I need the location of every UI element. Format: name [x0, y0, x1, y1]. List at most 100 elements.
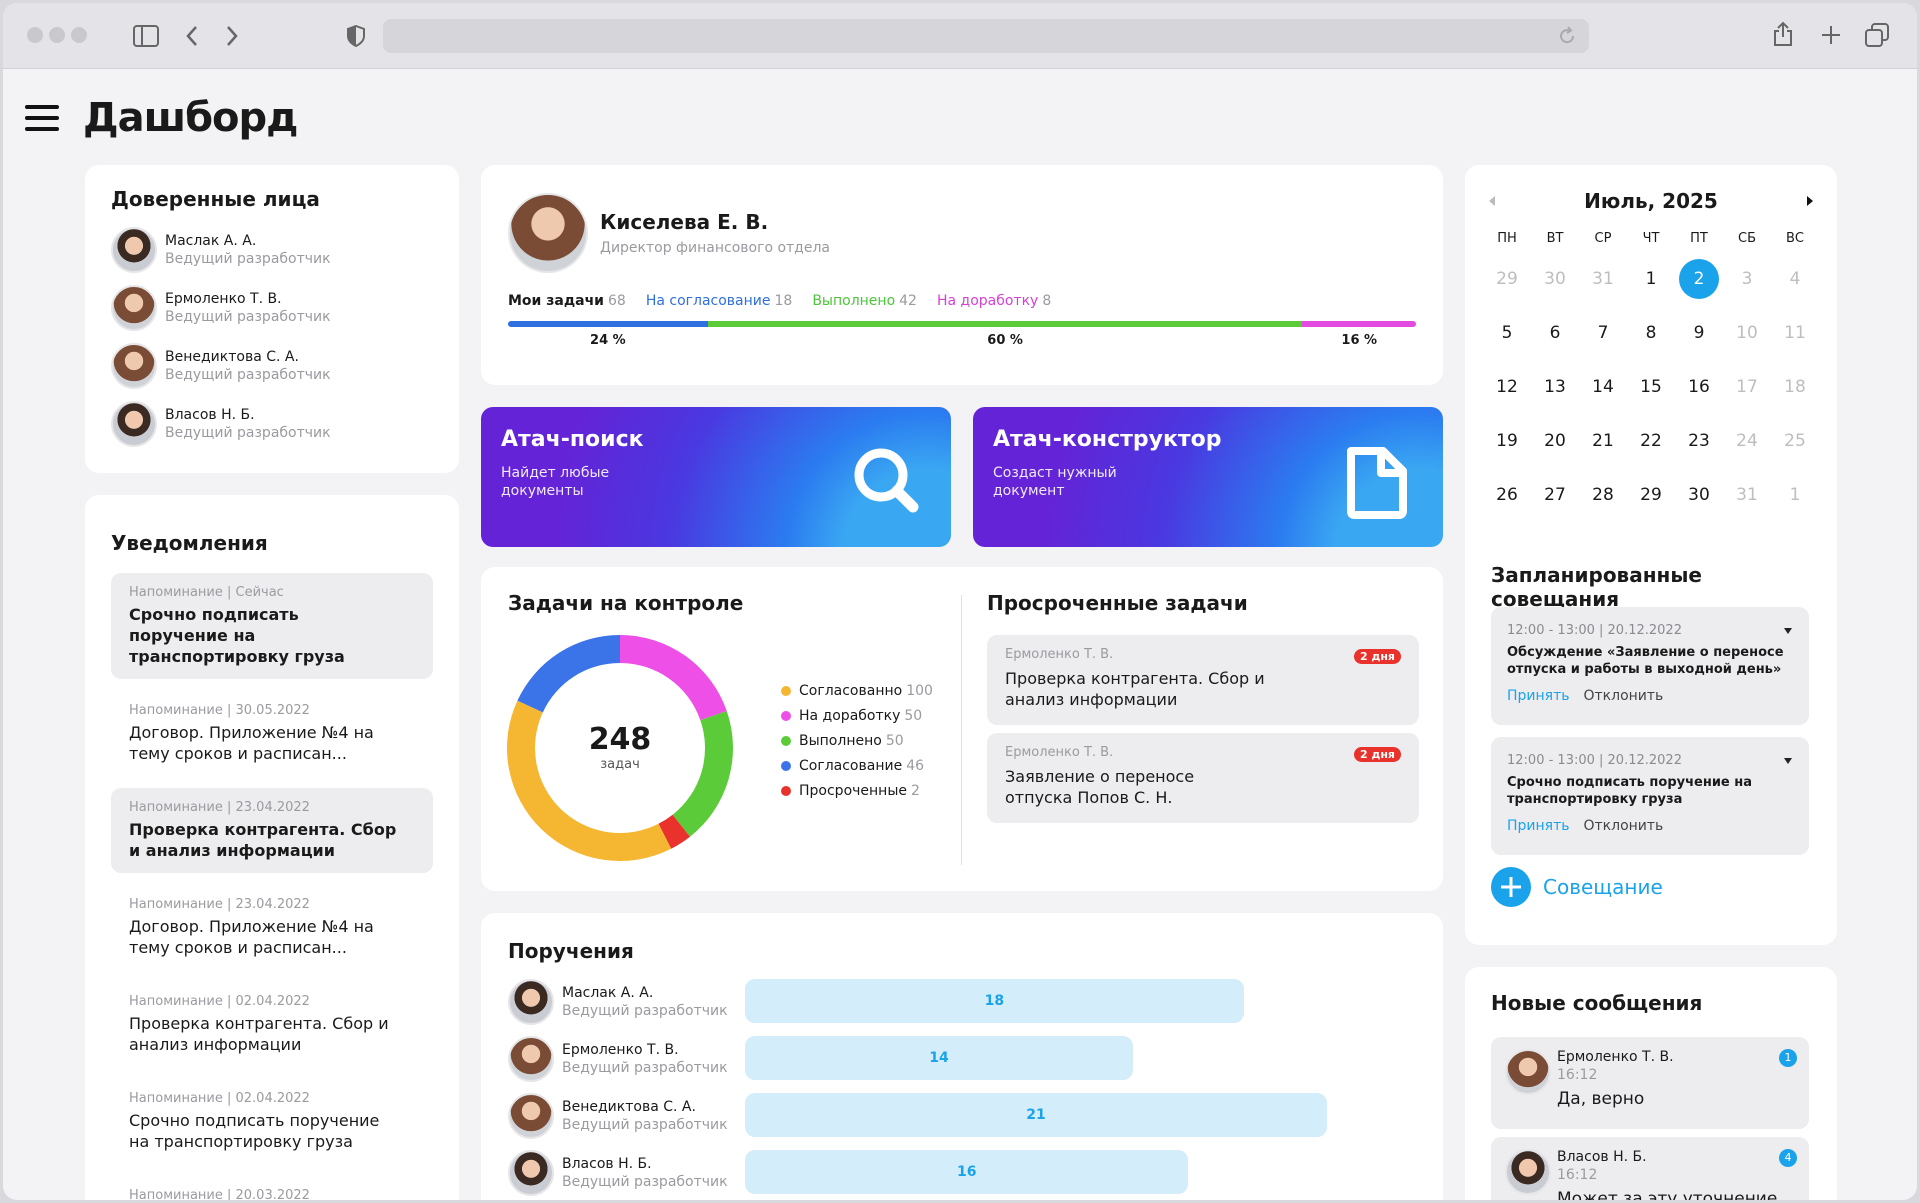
minimize-window-dot[interactable] — [49, 27, 65, 43]
notification-item[interactable]: Напоминание | 30.05.2022 Договор. Приложе… — [111, 691, 433, 776]
calendar-day[interactable]: 3 — [1723, 259, 1771, 299]
trusted-person[interactable]: Власов Н. Б. Ведущий разработчик — [111, 401, 433, 447]
order-row[interactable]: Власов Н. Б. Ведущий разработчик — [508, 1150, 728, 1196]
close-window-dot[interactable] — [27, 27, 43, 43]
calendar-day[interactable]: 11 — [1771, 313, 1819, 353]
calendar-day[interactable]: 21 — [1579, 421, 1627, 461]
new-tab-icon[interactable] — [1821, 25, 1841, 45]
calendar-day[interactable]: 14 — [1579, 367, 1627, 407]
day-number: 20 — [1544, 431, 1566, 451]
calendar-day[interactable]: 13 — [1531, 367, 1579, 407]
calendar-day[interactable]: 18 — [1771, 367, 1819, 407]
calendar-day[interactable]: 6 — [1531, 313, 1579, 353]
trusted-person[interactable]: Ермоленко Т. В. Ведущий разработчик — [111, 285, 433, 331]
notification-item[interactable]: Напоминание | 23.04.2022 Договор. Приложе… — [111, 885, 433, 970]
calendar-day[interactable]: 4 — [1771, 259, 1819, 299]
notification-meta: Напоминание | 23.04.2022 — [129, 897, 310, 912]
tabs-overview-icon[interactable] — [1865, 23, 1889, 47]
profile-role: Директор финансового отдела — [600, 240, 830, 256]
meeting-title: Срочно подписать поручение на транспорти… — [1507, 775, 1753, 807]
calendar-day[interactable]: 7 — [1579, 313, 1627, 353]
message-item[interactable]: Власов Н. Б. 16:12 Может за эту уточнение 4 — [1491, 1137, 1809, 1200]
stat-item[interactable]: Выполнено 42 — [812, 293, 917, 309]
order-row[interactable]: Венедиктова С. А. Ведущий разработчик — [508, 1093, 728, 1139]
calendar-day[interactable]: 25 — [1771, 421, 1819, 461]
calendar-day[interactable]: 8 — [1627, 313, 1675, 353]
calendar-day[interactable]: 30 — [1531, 259, 1579, 299]
calendar-day[interactable]: 31 — [1723, 475, 1771, 515]
calendar-day[interactable]: 2 — [1675, 259, 1723, 299]
back-icon[interactable] — [185, 25, 199, 47]
notifications-card: Уведомления Напоминание | Сейчас Срочно п… — [85, 495, 459, 1200]
legend-value: 2 — [911, 783, 920, 799]
calendar-day[interactable]: 19 — [1483, 421, 1531, 461]
shield-icon[interactable] — [347, 25, 365, 47]
promo-card-constructor[interactable]: Атач-конструктор Создаст нужный документ — [973, 407, 1443, 547]
sidebar-toggle-icon[interactable] — [133, 25, 159, 47]
reload-icon[interactable] — [1557, 26, 1577, 46]
accept-button[interactable]: Принять — [1507, 688, 1570, 704]
person-name: Маслак А. А. — [165, 233, 257, 249]
decline-button[interactable]: Отклонить — [1583, 818, 1664, 834]
promo-card-search[interactable]: Атач-поиск Найдет любые документы — [481, 407, 951, 547]
address-bar[interactable] — [383, 19, 1589, 53]
overdue-item[interactable]: Ермоленко Т. В. 2 дня Заявление о переносе… — [987, 733, 1419, 823]
overdue-item[interactable]: Ермоленко Т. В. 2 дня Проверка контрагента… — [987, 635, 1419, 725]
chevron-down-icon[interactable] — [1783, 627, 1793, 635]
calendar-day[interactable]: 1 — [1627, 259, 1675, 299]
progress-labels: 24 % 60 % 16 % — [508, 327, 1416, 348]
calendar-day[interactable]: 15 — [1627, 367, 1675, 407]
share-icon[interactable] — [1773, 21, 1793, 47]
chevron-down-icon[interactable] — [1783, 757, 1793, 765]
calendar-day[interactable]: 20 — [1531, 421, 1579, 461]
notification-item[interactable]: Напоминание | 02.04.2022 Срочно подписать… — [111, 1079, 433, 1164]
notification-text: Проверка контрагента. Сбор и анализ инфо… — [129, 820, 397, 860]
order-bar: 21 — [745, 1093, 1327, 1137]
calendar-day[interactable]: 29 — [1483, 259, 1531, 299]
search-icon — [854, 448, 919, 513]
prev-month-icon[interactable] — [1487, 195, 1497, 207]
calendar-day[interactable]: 24 — [1723, 421, 1771, 461]
next-month-icon[interactable] — [1805, 195, 1815, 207]
calendar-day[interactable]: 9 — [1675, 313, 1723, 353]
calendar-day[interactable]: 29 — [1627, 475, 1675, 515]
accept-button[interactable]: Принять — [1507, 818, 1570, 834]
forward-icon[interactable] — [225, 25, 239, 47]
menu-icon[interactable] — [25, 105, 59, 131]
notification-item[interactable]: Напоминание | Сейчас Срочно подписать пор… — [111, 573, 433, 679]
calendar-day[interactable]: 26 — [1483, 475, 1531, 515]
notification-item[interactable]: Напоминание | 23.04.2022 Проверка контраг… — [111, 788, 433, 873]
calendar-day[interactable]: 23 — [1675, 421, 1723, 461]
add-meeting-button[interactable]: Совещание — [1491, 867, 1663, 907]
order-row[interactable]: Ермоленко Т. В. Ведущий разработчик — [508, 1036, 728, 1082]
order-row[interactable]: Маслак А. А. Ведущий разработчик — [508, 979, 728, 1025]
calendar-day[interactable]: 10 — [1723, 313, 1771, 353]
day-number: 3 — [1741, 269, 1753, 289]
calendar-day[interactable]: 31 — [1579, 259, 1627, 299]
maximize-window-dot[interactable] — [71, 27, 87, 43]
decline-button[interactable]: Отклонить — [1583, 688, 1664, 704]
message-item[interactable]: Ермоленко Т. В. 16:12 Да, верно 1 — [1491, 1037, 1809, 1129]
calendar-day[interactable]: 16 — [1675, 367, 1723, 407]
overdue-badge: 2 дня — [1353, 747, 1401, 762]
profile-avatar[interactable] — [508, 193, 588, 273]
calendar-day[interactable]: 17 — [1723, 367, 1771, 407]
task-stats: Мои задачи 68 На согласование 18 Выполнено 42… — [508, 293, 1416, 309]
meeting-item[interactable]: 12:00 - 13:00 | 20.12.2022 Обсуждение «За… — [1491, 607, 1809, 725]
trusted-person[interactable]: Венедиктова С. А. Ведущий разработчик — [111, 343, 433, 389]
calendar-day[interactable]: 12 — [1483, 367, 1531, 407]
calendar-day[interactable]: 5 — [1483, 313, 1531, 353]
notification-text: Договор. Приложение №4 на тему сроков и … — [129, 917, 374, 957]
stat-item[interactable]: Мои задачи 68 — [508, 293, 626, 309]
calendar-day[interactable]: 27 — [1531, 475, 1579, 515]
stat-item[interactable]: На согласование 18 — [646, 293, 793, 309]
trusted-person[interactable]: Маслак А. А. Ведущий разработчик — [111, 227, 433, 273]
meeting-item[interactable]: 12:00 - 13:00 | 20.12.2022 Срочно подписа… — [1491, 737, 1809, 855]
calendar-day[interactable]: 1 — [1771, 475, 1819, 515]
stat-item[interactable]: На доработку 8 — [937, 293, 1051, 309]
calendar-day[interactable]: 30 — [1675, 475, 1723, 515]
calendar-day[interactable]: 28 — [1579, 475, 1627, 515]
notification-item[interactable]: Напоминание | 02.04.2022 Проверка контраг… — [111, 982, 433, 1067]
calendar-day[interactable]: 22 — [1627, 421, 1675, 461]
